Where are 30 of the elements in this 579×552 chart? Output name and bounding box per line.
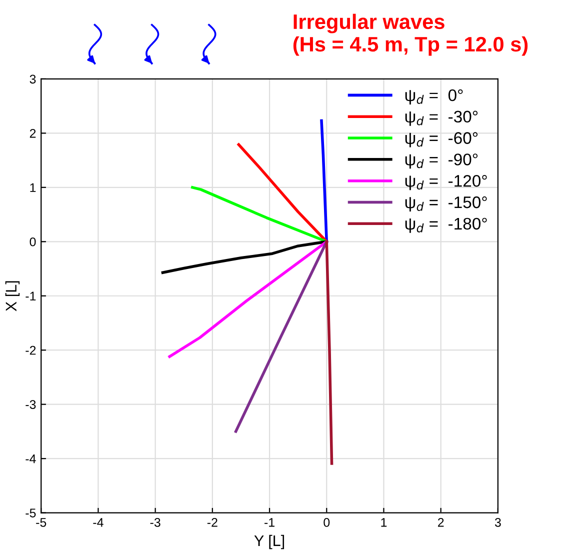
y-tick-label: 2 [30, 128, 36, 138]
chart-title: Irregular waves (Hs = 4.5 m, Tp = 12.0 s) [293, 14, 528, 56]
legend-label: ψ$_{d}$ = -120° [405, 174, 487, 190]
x-tick-label: -2 [207, 518, 218, 527]
x-axis-title: Y [L] [254, 534, 284, 550]
legend-label: ψ$_{d}$ = -30° [405, 110, 478, 126]
y-tick-label: 3 [30, 74, 36, 84]
x-tick-label: -5 [36, 518, 46, 527]
y-axis-title: X [L] [5, 281, 20, 312]
legend-label: ψ$_{d}$ = -90° [405, 154, 478, 169]
y-tick-label: -3 [26, 400, 36, 409]
y-tick-label: 1 [30, 183, 36, 192]
line-series [191, 186, 328, 244]
legend-label: ψ$_{d}$ = -150° [405, 196, 487, 212]
y-tick-label: -4 [26, 454, 36, 464]
y-tick-label: -2 [26, 346, 36, 355]
x-tick-label: -4 [93, 518, 104, 527]
y-tick-label: 0 [30, 237, 36, 246]
x-tick-label: 2 [438, 518, 444, 527]
line-series [168, 240, 328, 358]
legend-label: ψ$_{d}$ = 0° [405, 89, 463, 104]
x-tick-label: 1 [381, 518, 387, 527]
x-tick-label: 3 [494, 518, 501, 527]
legend-label: ψ$_{d}$ = -180° [405, 218, 487, 233]
legend-label: ψ$_{d}$ = -60° [405, 132, 478, 148]
x-tick-label: -3 [150, 518, 160, 527]
y-tick-label: -1 [26, 292, 36, 300]
x-tick-label: -1 [264, 518, 274, 527]
y-tick-label: -5 [26, 508, 36, 518]
x-tick-label: 0 [324, 518, 330, 527]
